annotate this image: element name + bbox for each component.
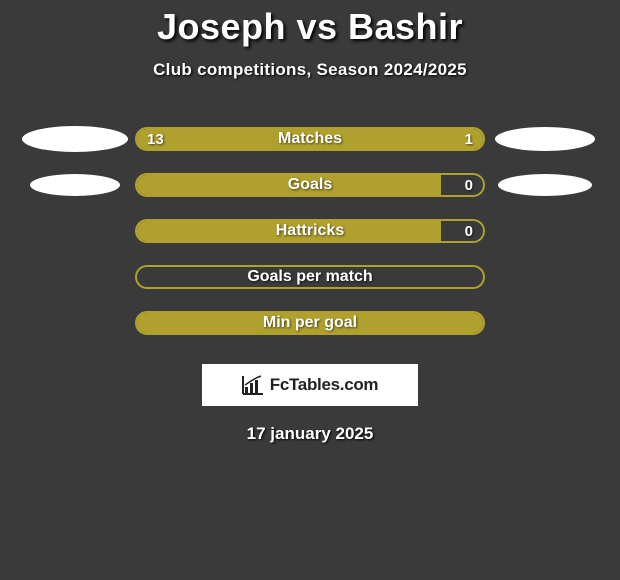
right-side: [485, 174, 605, 196]
snapshot-date: 17 january 2025: [0, 424, 620, 444]
stat-bar: Min per goal: [135, 311, 485, 335]
stat-label: Goals per match: [137, 267, 483, 287]
stat-row: Goals per match: [0, 254, 620, 300]
stat-row: 0Goals: [0, 162, 620, 208]
stat-row: 131Matches: [0, 116, 620, 162]
stat-bar-left: [137, 313, 483, 333]
stat-bar-left: [137, 267, 147, 287]
comparison-infographic: Joseph vs Bashir Club competitions, Seas…: [0, 0, 620, 580]
stat-bar: 0Goals: [135, 173, 485, 197]
stat-bar-right: 0: [441, 221, 483, 241]
stat-bar-right: [473, 267, 483, 287]
stat-bar: Goals per match: [135, 265, 485, 289]
player2-marker: [495, 127, 595, 151]
stat-value-right: 0: [465, 223, 473, 240]
stat-value-right: 0: [465, 177, 473, 194]
stat-value-left: 13: [147, 131, 164, 148]
stat-bar-left: [137, 221, 441, 241]
stat-bar: 131Matches: [135, 127, 485, 151]
player1-marker: [30, 174, 120, 196]
stat-rows: 131Matches0Goals0HattricksGoals per matc…: [0, 116, 620, 346]
left-side: [15, 126, 135, 152]
player1-marker: [22, 126, 128, 152]
stat-bar: 0Hattricks: [135, 219, 485, 243]
left-side: [15, 174, 135, 196]
page-subtitle: Club competitions, Season 2024/2025: [0, 60, 620, 80]
brand-text: FcTables.com: [270, 375, 379, 395]
stat-bar-right: 0: [441, 175, 483, 195]
stat-row: Min per goal: [0, 300, 620, 346]
brand-badge: FcTables.com: [202, 364, 418, 406]
stat-bar-right: 1: [414, 129, 483, 149]
page-title: Joseph vs Bashir: [0, 6, 620, 48]
stat-row: 0Hattricks: [0, 208, 620, 254]
stat-value-right: 1: [465, 131, 473, 148]
stat-bar-right: [473, 313, 483, 333]
chart-icon: [242, 375, 264, 395]
stat-bar-left: [137, 175, 441, 195]
player2-marker: [498, 174, 592, 196]
stat-bar-left: 13: [137, 129, 414, 149]
right-side: [485, 127, 605, 151]
